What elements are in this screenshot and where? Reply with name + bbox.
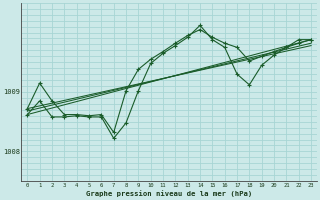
X-axis label: Graphe pression niveau de la mer (hPa): Graphe pression niveau de la mer (hPa)	[86, 190, 252, 197]
